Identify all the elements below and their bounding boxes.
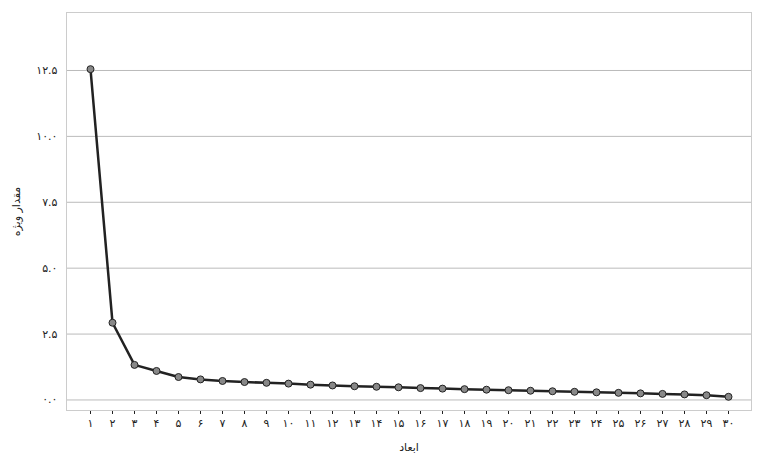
svg-text:۲۸: ۲۸ [679, 417, 691, 430]
svg-text:۱: ۱ [88, 417, 94, 430]
svg-text:۱۹: ۱۹ [481, 417, 493, 430]
svg-text:۱۷: ۱۷ [437, 417, 449, 430]
svg-text:۹: ۹ [264, 417, 270, 430]
svg-text:۱۴: ۱۴ [371, 417, 383, 430]
svg-text:۱۸: ۱۸ [459, 417, 471, 430]
svg-text:۲۰: ۲۰ [503, 417, 515, 430]
svg-text:۱۶: ۱۶ [415, 417, 427, 430]
svg-text:۲۴: ۲۴ [591, 417, 603, 430]
svg-text:ابعاد: ابعاد [399, 441, 419, 454]
svg-text:۲۱: ۲۱ [525, 417, 537, 430]
svg-text:۳: ۳ [132, 417, 138, 430]
svg-text:۵: ۵ [176, 417, 182, 430]
svg-text:۲۲: ۲۲ [547, 417, 559, 430]
svg-text:۰.۰: ۰.۰ [42, 393, 57, 406]
svg-text:۲۵: ۲۵ [613, 417, 625, 430]
svg-text:۱۰: ۱۰ [283, 417, 295, 430]
svg-text:۲: ۲ [110, 417, 116, 430]
svg-text:۱۰.۰: ۱۰.۰ [36, 130, 57, 143]
svg-text:۲۹: ۲۹ [701, 417, 713, 430]
svg-text:۶: ۶ [198, 417, 204, 430]
svg-text:۱۳: ۱۳ [349, 417, 361, 430]
svg-text:۲۷: ۲۷ [657, 417, 669, 430]
svg-text:۸: ۸ [242, 417, 248, 430]
svg-text:۱۱: ۱۱ [305, 417, 317, 430]
svg-text:۷: ۷ [220, 417, 226, 430]
svg-text:۵.۰: ۵.۰ [42, 262, 57, 275]
svg-text:۱۲.۵: ۱۲.۵ [36, 64, 57, 77]
svg-text:۳۰: ۳۰ [723, 417, 735, 430]
svg-text:۲۳: ۲۳ [569, 417, 581, 430]
svg-text:۱۲: ۱۲ [327, 417, 339, 430]
svg-text:مقدار ویژه: مقدار ویژه [10, 187, 23, 236]
svg-text:۱۵: ۱۵ [393, 417, 405, 430]
svg-text:۲۶: ۲۶ [635, 417, 647, 430]
svg-text:۷.۵: ۷.۵ [42, 196, 57, 209]
svg-text:۴: ۴ [154, 417, 160, 430]
svg-text:۲.۵: ۲.۵ [42, 328, 57, 341]
